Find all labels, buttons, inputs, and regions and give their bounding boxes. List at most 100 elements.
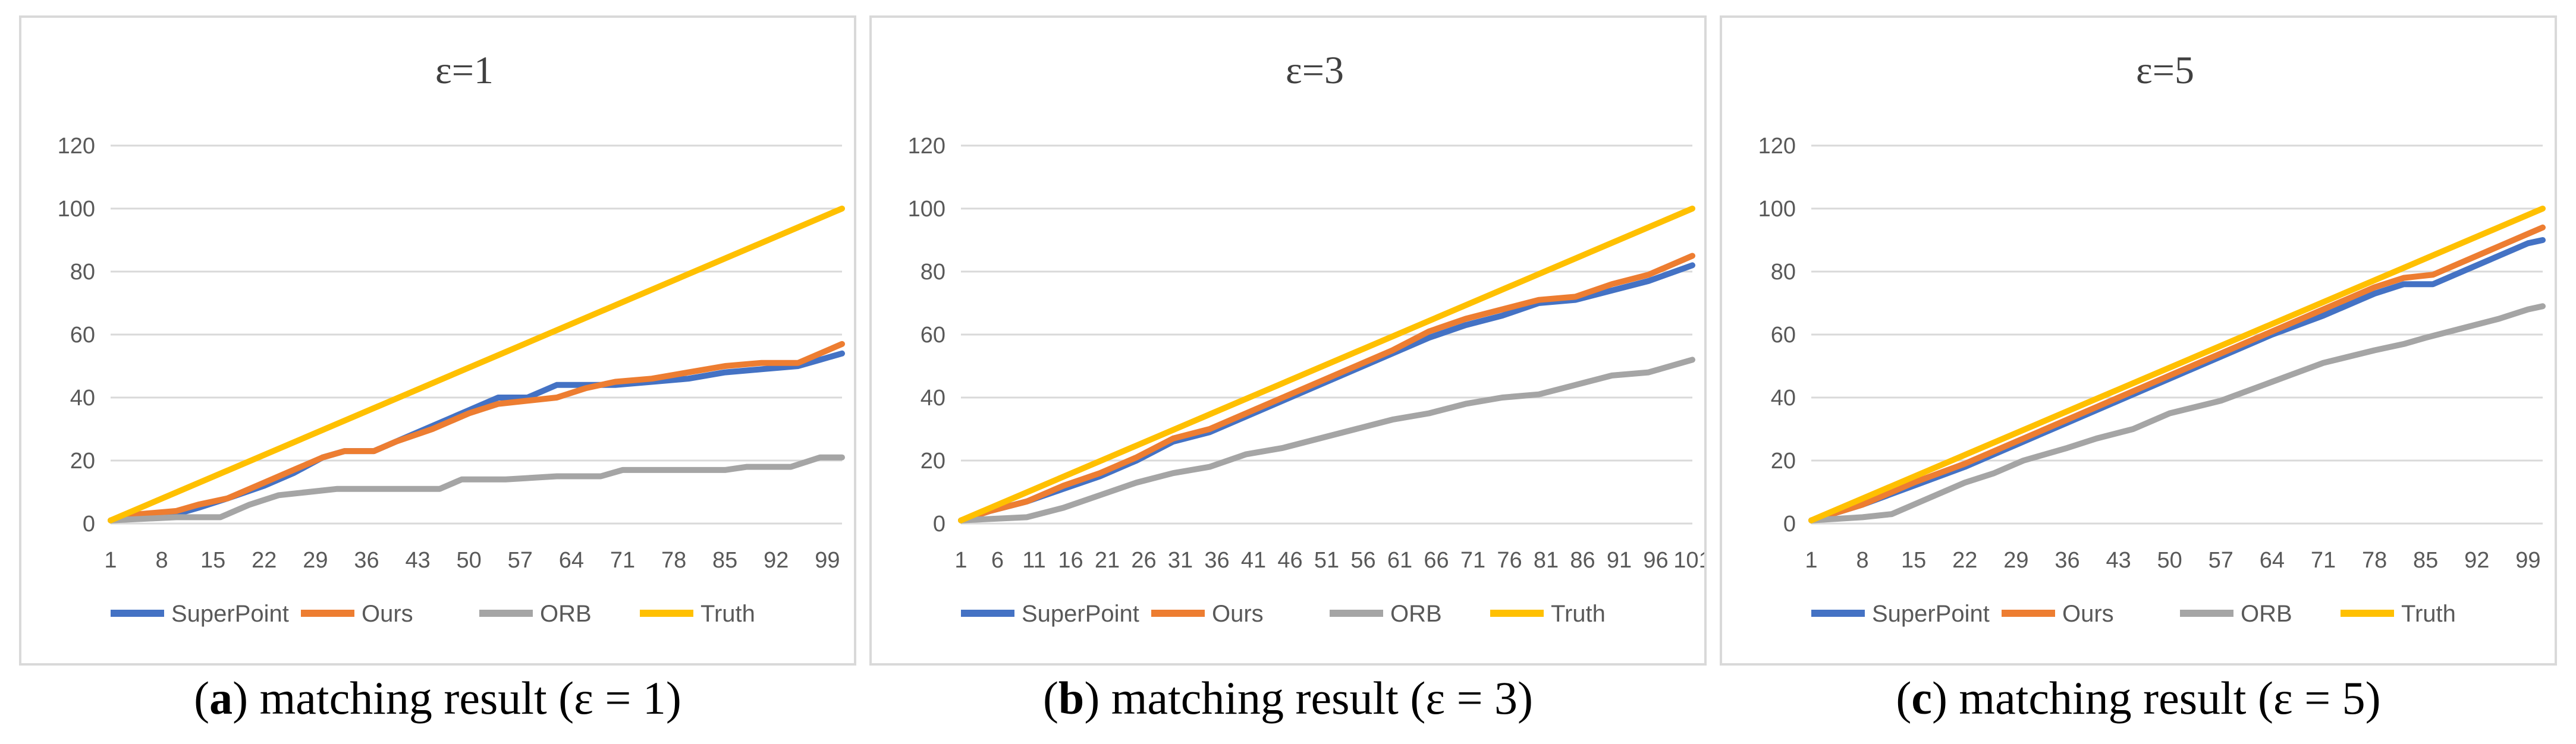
caption-c-text: matching result (ε = 5) — [1959, 672, 2381, 724]
caption-a: (a) matching result (ε = 1) — [194, 672, 681, 724]
x-tick-label: 78 — [661, 548, 686, 573]
x-tick-label: 15 — [1901, 548, 1926, 573]
x-tick-label: 81 — [1534, 548, 1559, 573]
legend-label-ours: Ours — [2062, 601, 2114, 627]
x-tick-label: 46 — [1277, 548, 1302, 573]
legend-label-truth: Truth — [700, 601, 755, 627]
legend-label-superpoint: SuperPoint — [1022, 601, 1139, 627]
series-line-ours — [958, 253, 1695, 524]
legend-label-ours: Ours — [1212, 601, 1264, 627]
x-tick-label: 71 — [610, 548, 635, 573]
x-tick-label: 99 — [815, 548, 840, 573]
y-tick-label: 100 — [908, 197, 945, 222]
y-tick-label: 80 — [1771, 260, 1796, 285]
x-tick-label: 31 — [1168, 548, 1193, 573]
x-tick-label: 92 — [2464, 548, 2489, 573]
y-tick-label: 60 — [921, 323, 945, 348]
x-tick-label: 61 — [1387, 548, 1412, 573]
y-tick-label: 60 — [1771, 323, 1796, 348]
x-tick-label: 1 — [104, 548, 117, 573]
y-tick-label: 40 — [921, 386, 945, 411]
x-tick-label: 21 — [1095, 548, 1120, 573]
caption-a-letter: a — [209, 672, 233, 724]
x-tick-label: 16 — [1058, 548, 1083, 573]
legend-label-orb: ORB — [2241, 601, 2292, 627]
y-tick-label: 120 — [908, 134, 945, 159]
chart-c: ε=5 0 20 40 60 80 100 120 1 8 15 22 29 36 43 50 57 64 71 78… — [1758, 49, 2546, 627]
x-tick-label: 96 — [1643, 548, 1668, 573]
x-tick-label: 41 — [1241, 548, 1266, 573]
x-tick-label: 6 — [991, 548, 1004, 573]
x-tick-label: 86 — [1570, 548, 1595, 573]
x-tick-label: 101 — [1673, 548, 1704, 573]
x-tick-label: 11 — [1022, 548, 1045, 573]
x-tick-label: 71 — [1460, 548, 1485, 573]
x-tick-label: 15 — [200, 548, 225, 573]
series-line-orb — [108, 454, 845, 524]
x-tick-label: 78 — [2362, 548, 2387, 573]
x-tick-label: 8 — [156, 548, 168, 573]
y-tick-label: 100 — [1758, 197, 1796, 222]
x-tick-label: 64 — [559, 548, 584, 573]
x-tick-label: 64 — [2260, 548, 2285, 573]
legend-label-orb: ORB — [1390, 601, 1442, 627]
y-tick-label: 20 — [70, 449, 95, 474]
chart-title: ε=5 — [2136, 49, 2194, 92]
x-tick-label: 1 — [954, 548, 967, 573]
x-tick-label: 99 — [2515, 548, 2540, 573]
caption-a-text: matching result (ε = 1) — [259, 672, 681, 724]
y-tick-label: 20 — [1771, 449, 1796, 474]
series-line-orb — [1808, 303, 2546, 524]
series-line-ours — [1808, 224, 2546, 524]
chart-panel-a: ε=1 0 20 40 60 80 100 120 1 8 15 22 29 36 43 50 57 64 71 78… — [19, 15, 856, 666]
y-tick-label: 40 — [1771, 386, 1796, 411]
x-tick-label: 66 — [1424, 548, 1449, 573]
legend-label-orb: ORB — [540, 601, 592, 627]
y-tick-label: 40 — [70, 386, 95, 411]
chart-title: ε=1 — [435, 49, 494, 92]
chart-panel-c: ε=5 0 20 40 60 80 100 120 1 8 15 22 29 36 43 50 57 64 71 78… — [1720, 15, 2557, 666]
x-tick-label: 57 — [508, 548, 533, 573]
series-line-orb — [958, 357, 1695, 524]
y-tick-label: 0 — [83, 512, 95, 537]
y-tick-label: 120 — [1758, 134, 1796, 159]
x-tick-label: 76 — [1497, 548, 1522, 573]
y-tick-label: 20 — [921, 449, 945, 474]
chart-panel-b: ε=3 0 20 40 60 80 100 120 1 6 11 16 21 26 31 36 41 46 51 56… — [869, 15, 1707, 666]
series-line-truth — [108, 206, 845, 524]
caption-c: (c) matching result (ε = 5) — [1896, 672, 2381, 724]
y-tick-label: 80 — [921, 260, 945, 285]
x-tick-label: 91 — [1607, 548, 1632, 573]
x-tick-label: 50 — [2157, 548, 2182, 573]
x-tick-label: 8 — [1856, 548, 1869, 573]
x-tick-label: 50 — [457, 548, 482, 573]
legend-label-ours: Ours — [362, 601, 413, 627]
legend-label-superpoint: SuperPoint — [171, 601, 289, 627]
x-tick-label: 29 — [303, 548, 328, 573]
caption-c-letter: c — [1911, 672, 1932, 724]
caption-b-text: matching result (ε = 3) — [1111, 672, 1534, 724]
legend-label-truth: Truth — [2401, 601, 2456, 627]
y-tick-label: 0 — [933, 512, 945, 537]
x-tick-label: 26 — [1131, 548, 1156, 573]
legend-label-superpoint: SuperPoint — [1872, 601, 1990, 627]
series-line-ours — [108, 341, 845, 524]
series-line-truth — [1808, 206, 2546, 524]
x-tick-label: 71 — [2311, 548, 2336, 573]
y-tick-label: 0 — [1783, 512, 1796, 537]
caption-b: (b) matching result (ε = 3) — [1042, 672, 1534, 724]
x-tick-label: 56 — [1350, 548, 1375, 573]
y-tick-label: 80 — [70, 260, 95, 285]
series-line-truth — [958, 206, 1695, 524]
y-tick-label: 100 — [58, 197, 95, 222]
x-tick-label: 57 — [2209, 548, 2233, 573]
x-tick-label: 36 — [2054, 548, 2079, 573]
x-tick-label: 1 — [1805, 548, 1817, 573]
chart-a: ε=1 0 20 40 60 80 100 120 1 8 15 22 29 36 43 50 57 64 71 78… — [58, 49, 845, 627]
x-tick-label: 43 — [405, 548, 430, 573]
x-tick-label: 92 — [764, 548, 788, 573]
x-tick-label: 51 — [1314, 548, 1339, 573]
x-tick-label: 22 — [1952, 548, 1977, 573]
x-tick-label: 85 — [712, 548, 737, 573]
